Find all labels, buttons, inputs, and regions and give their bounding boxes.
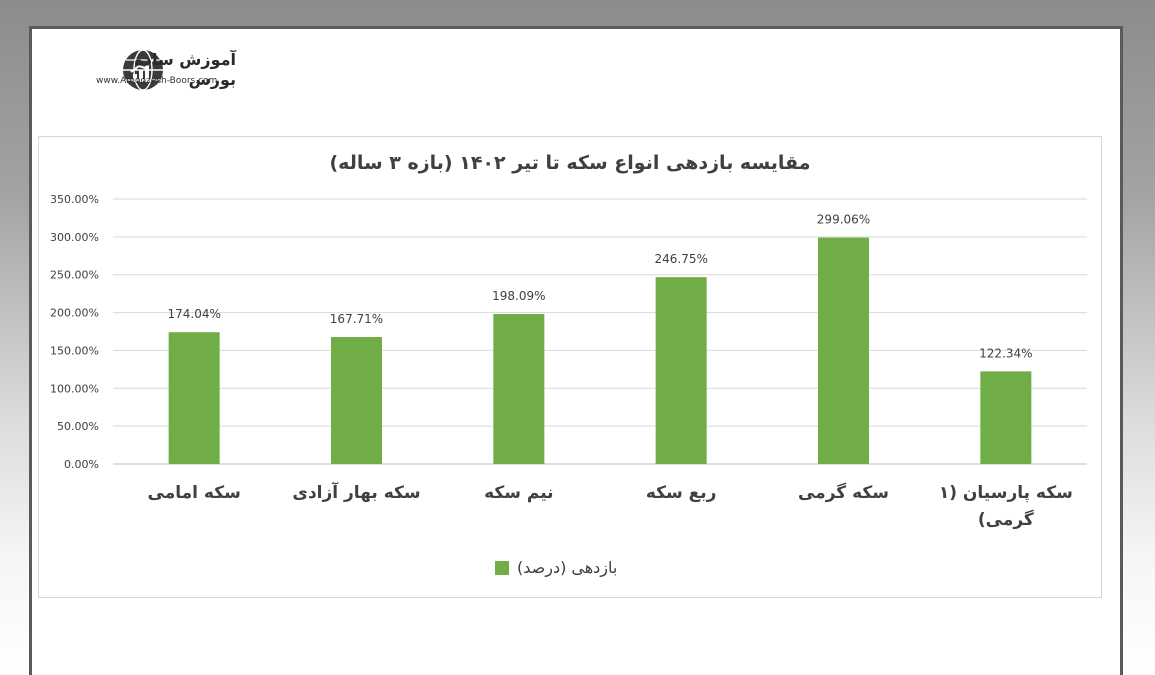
legend-label: بازدهی (درصد) (517, 558, 617, 578)
y-tick-label: 350.00% (50, 193, 99, 206)
bar (168, 332, 220, 464)
x-tick-label: سکه بهار آزادی (292, 481, 420, 503)
bar (493, 314, 545, 464)
x-tick-label: سکه پارسیان (۱ (939, 483, 1073, 503)
chart-container: مقایسه بازدهی انواع سکه تا تیر ۱۴۰۲ (باز… (38, 136, 1102, 598)
logo-name: آموزش ساده بورس (134, 50, 236, 89)
bar (655, 277, 707, 464)
y-tick-label: 0.00% (64, 458, 99, 471)
data-label: 246.75% (654, 252, 707, 266)
x-tick-label: نیم سکه (484, 483, 554, 503)
y-tick-label: 300.00% (50, 231, 99, 244)
data-label: 122.34% (979, 346, 1032, 360)
y-tick-label: 100.00% (50, 382, 99, 395)
data-label: 299.06% (817, 213, 870, 227)
x-tick-label: سکه امامی (148, 483, 241, 503)
bar (980, 371, 1032, 464)
bar-chart: مقایسه بازدهی انواع سکه تا تیر ۱۴۰۲ (باز… (50, 152, 1087, 578)
data-label: 198.09% (492, 289, 545, 303)
x-tick-label: گرمی) (978, 509, 1034, 530)
y-tick-label: 200.00% (50, 307, 99, 320)
y-tick-label: 50.00% (57, 420, 99, 433)
y-tick-label: 150.00% (50, 344, 99, 357)
data-label: 167.71% (330, 312, 383, 326)
x-tick-label: ربع سکه (646, 483, 717, 503)
logo-text: آموزش ساده بورس (96, 50, 236, 90)
logo-globe-icon (123, 49, 163, 91)
x-tick-label: سکه گرمی (798, 482, 889, 503)
chart-title: مقایسه بازدهی انواع سکه تا تیر ۱۴۰۲ (باز… (329, 152, 810, 174)
bar (818, 237, 869, 464)
y-tick-label: 250.00% (50, 269, 99, 282)
data-label: 174.04% (167, 307, 220, 321)
legend-swatch (495, 561, 509, 575)
bar (331, 337, 382, 464)
logo-url: www.Amoozesh-Boors.com (96, 76, 218, 86)
